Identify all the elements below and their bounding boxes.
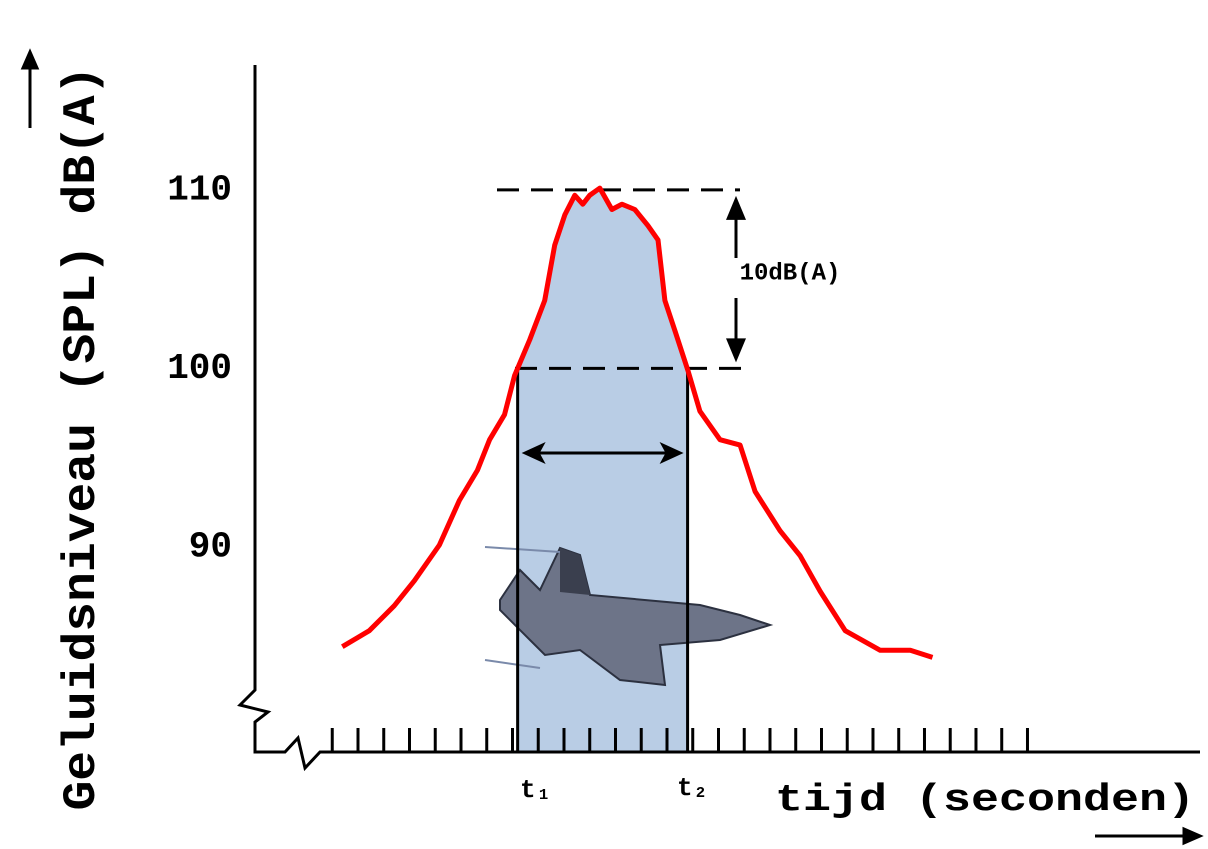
arrow-head (726, 195, 746, 220)
y-tick-label: 110 (167, 169, 232, 210)
y-axis-label: Geluidsniveau (SPL) dB(A) (56, 66, 108, 811)
axes (237, 65, 1200, 772)
jet-image (484, 546, 774, 687)
noise-curve (341, 185, 934, 660)
span-start-label: t₁ (520, 775, 551, 805)
arrow-head (659, 442, 684, 464)
x-arrow (1095, 826, 1204, 846)
y-tick-label: 90 (189, 526, 232, 567)
x-axis-label: tijd (seconden) (775, 779, 1195, 822)
arrow-head (521, 442, 546, 464)
y-arrow (20, 48, 40, 128)
y-tick-label: 100 (167, 348, 232, 389)
arrow-head (726, 338, 746, 363)
span-end-label: t₂ (677, 773, 708, 803)
difference-label: 10dB(A) (740, 260, 841, 287)
